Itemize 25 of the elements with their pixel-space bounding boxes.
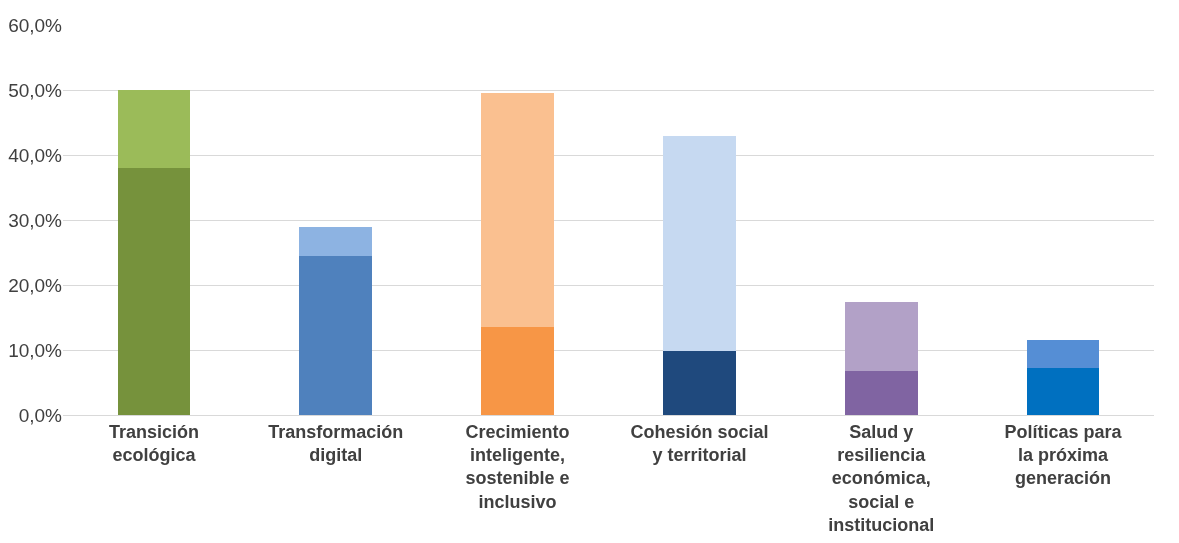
y-tick-label: 40,0% [8, 144, 63, 166]
x-tick-label: Salud y resiliencia económica, social e institucional [828, 421, 935, 536]
y-tick-label: 50,0% [8, 79, 63, 101]
y-tick-label: 30,0% [8, 209, 63, 231]
x-tick-label: Transición ecológica [108, 421, 199, 465]
y-tick-label: 0,0% [18, 404, 63, 426]
bar [844, 371, 918, 415]
bar [844, 301, 918, 372]
y-tick-label: 60,0% [8, 14, 63, 36]
y-tick-label: 10,0% [8, 339, 63, 361]
bar [299, 256, 373, 415]
bar [299, 227, 373, 257]
y-tick-label: 20,0% [8, 274, 63, 296]
bar [663, 135, 736, 352]
x-tick-label: Políticas para la próxima generación [1004, 421, 1123, 489]
bar [1026, 368, 1100, 415]
x-tick-label: Crecimiento inteligente, sostenible e inclusivo [465, 421, 570, 512]
bar [1026, 340, 1100, 369]
bar [663, 351, 736, 415]
bar [117, 90, 191, 168]
bar [481, 92, 554, 328]
bar [117, 168, 191, 415]
x-tick-label: Transformación digital [268, 421, 404, 465]
bar [481, 327, 554, 415]
x-tick-label: Cohesión social y territorial [630, 421, 769, 465]
